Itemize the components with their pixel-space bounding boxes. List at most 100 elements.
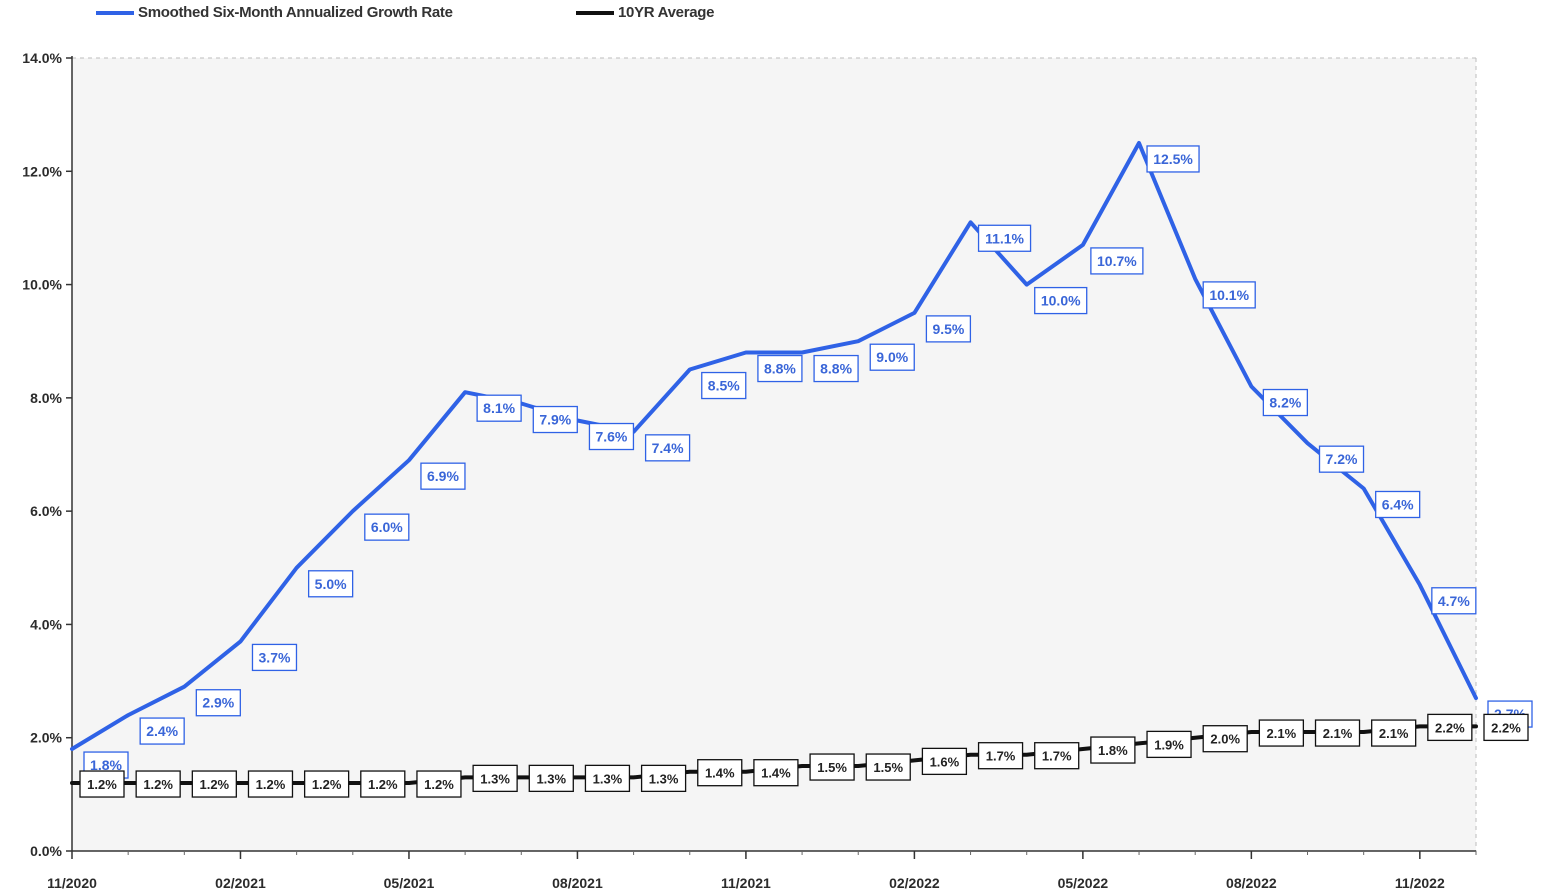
ten-year-average-data-label-text: 2.2% [1491,720,1521,735]
ten-year-average-data-label-box [1034,742,1080,770]
ten-year-average-data-label-box [921,747,968,776]
y-tick-label: 8.0% [30,390,62,406]
growth-rate-data-label: 9.0% [869,343,915,371]
ten-year-average-data-label: 1.2% [416,770,462,798]
growth-rate-data-label-text: 7.2% [1326,451,1358,467]
growth-rate-data-label: 2.9% [195,689,241,717]
ten-year-average-data-label-box [1146,730,1192,759]
ten-year-average-data-label: 1.7% [1034,742,1080,770]
growth-rate-data-label: 2.4% [139,717,185,745]
growth-rate-data-label-text: 7.4% [652,440,684,456]
growth-rate-data-label-box [251,643,298,672]
growth-rate-data-label-text: 6.0% [371,519,403,535]
ten-year-average-data-label-text: 1.3% [480,771,510,786]
data-labels: 1.8% 2.4% 2.9% 3.7% 5.0% 6.0% 6.9% 8.1% 7.9% 7.6%… [79,145,1533,798]
ten-year-average-data-label-text: 2.1% [1379,726,1409,741]
growth-rate-data-label-box [195,689,241,717]
growth-rate-data-label-box [1318,445,1365,473]
growth-rate-data-label-text: 8.1% [483,400,515,416]
ten-year-average-data-label-text: 1.2% [312,777,342,792]
growth-rate-data-label: 7.9% [532,405,578,434]
ten-year-average-data-label-box [360,770,406,798]
ten-year-average-data-label-box [697,759,743,787]
growth-rate-data-label: 8.8% [757,354,803,383]
ten-year-average-data-label-text: 1.7% [1042,749,1072,764]
ten-year-average-data-label-box [1427,713,1473,742]
ten-year-average-data-label-text: 1.2% [199,777,229,792]
y-tick-label: 2.0% [30,730,62,746]
growth-rate-data-label-box [869,343,915,371]
plot-background [72,58,1476,851]
growth-rate-data-label-box [925,315,972,343]
growth-rate-data-label: 12.5% [1146,145,1200,173]
ten-year-average-data-label-text: 1.9% [1154,737,1184,752]
ten-year-average-data-label-text: 1.2% [256,777,286,792]
y-tick-label: 6.0% [30,503,62,519]
growth-rate-data-label: 6.9% [420,462,466,490]
x-tick-label: 02/2021 [215,875,266,891]
x-tick-label: 05/2021 [384,875,435,891]
ten-year-average-data-label-text: 1.8% [1098,743,1128,758]
ten-year-average-data-label: 1.5% [865,753,911,781]
growth-rate-data-label-box [813,354,859,383]
growth-rate-data-label-text: 8.8% [764,361,796,377]
growth-rate-data-label-text: 8.2% [1269,395,1301,411]
ten-year-average-data-label: 2.1% [1314,719,1361,747]
ten-year-average-data-label: 1.3% [640,764,687,793]
legend-series1: Smoothed Six-Month Annualized Growth Rat… [96,4,453,21]
x-tick-label: 05/2022 [1058,875,1109,891]
growth-rate-data-label-box [1375,490,1421,519]
growth-rate-data-label: 10.1% [1202,281,1256,309]
ten-year-average-data-label: 1.5% [809,753,855,781]
ten-year-average-data-label-text: 1.4% [705,766,735,781]
growth-rate-data-label-box [757,354,803,383]
growth-rate-data-label-text: 11.1% [985,230,1024,246]
growth-rate-data-label-box [476,394,522,422]
legend-series2-swatch [576,10,614,15]
x-tick-label: 02/2022 [889,875,940,891]
ten-year-average-data-label-text: 1.2% [143,777,173,792]
y-tick-label: 12.0% [22,163,62,179]
growth-rate-line [70,141,1478,751]
legend-series1-label: Smoothed Six-Month Annualized Growth Rat… [138,4,453,21]
ten-year-average-data-label-box [416,770,462,798]
y-tick-label: 14.0% [22,50,62,66]
growth-rate-data-label: 8.1% [476,394,522,422]
ten-year-average-data-label: 1.4% [753,759,799,787]
ten-year-average-data-label: 1.2% [79,770,125,798]
y-tick-label: 4.0% [30,616,62,632]
growth-rate-data-label-box [1431,587,1477,615]
ten-year-average-data-label: 1.2% [247,770,294,798]
ten-year-average-data-label-text: 1.5% [873,760,903,775]
ten-year-average-data-label-box [528,764,574,793]
ten-year-average-data-label-box [753,759,799,787]
x-axis: 11/2020 02/2021 05/2021 08/2021 11/2021 02/20… [47,850,1477,891]
ten-year-average-data-label: 2.1% [1258,719,1305,747]
ten-year-average-data-label-text: 2.2% [1435,720,1465,735]
ten-year-average-data-label-box [1202,725,1248,753]
ten-year-average-data-label-box [472,764,518,793]
growth-rate-data-label: 9.5% [925,315,972,343]
ten-year-average-data-label-box [1314,719,1361,747]
x-tick-label: 11/2020 [47,875,97,891]
growth-rate-data-label-box [588,422,635,451]
growth-rate-data-label-text: 10.0% [1041,293,1081,309]
y-tick-label: 0.0% [30,843,62,859]
ten-year-average-data-label-text: 1.7% [986,749,1016,764]
growth-rate-data-label-text: 4.7% [1438,593,1470,609]
legend-series2-label: 10YR Average [618,4,715,21]
ten-year-average-data-label-text: 1.3% [536,771,566,786]
ten-year-average-data-label-text: 2.1% [1323,726,1353,741]
ten-year-average-data-label-box [79,770,125,798]
growth-rate-data-label: 10.7% [1090,247,1144,275]
growth-rate-data-label-box [977,224,1032,252]
ten-year-average-data-label: 1.2% [135,770,181,798]
ten-year-average-data-label-text: 1.2% [424,777,454,792]
growth-rate-data-label-text: 6.9% [427,468,459,484]
growth-rate-data-label-text: 2.4% [146,723,178,739]
growth-rate-data-label: 8.5% [701,371,747,400]
growth-rate-data-label: 7.2% [1318,445,1365,473]
growth-rate-data-label-box [1202,281,1256,309]
growth-rate-data-label-text: 8.5% [708,378,740,394]
growth-rate-data-label-box [1034,286,1088,315]
